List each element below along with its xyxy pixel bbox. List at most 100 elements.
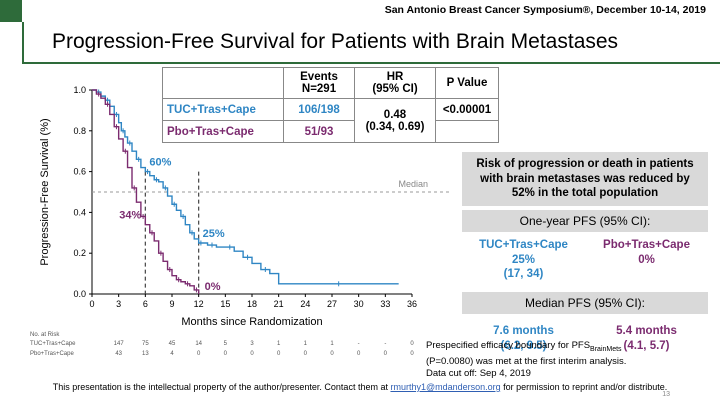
one-year-row: TUC+Tras+Cape 25% (17, 34) Pbo+Tras+Cape… [462,232,708,288]
at-risk-count: 4 [170,351,174,357]
at-risk-count: 1 [330,341,334,347]
at-risk-count: 1 [304,341,308,347]
y-tick-label: 0.8 [73,126,86,136]
table-header-row: Events N=291 HR (95% CI) P Value [162,67,499,99]
y-tick-label: 0.6 [73,167,86,177]
at-risk-count: 14 [195,341,202,347]
title-rule [22,62,720,64]
arm-label-placebo: Pbo+Tras+Cape [162,120,284,143]
median-ci: (4.1, 5.7) [623,340,670,352]
x-tick-label: 12 [194,299,204,309]
x-tick-label: 30 [354,299,364,309]
footer-text: This presentation is the intellectual pr… [52,382,391,392]
median-value: 5.4 months [616,325,677,338]
y-tick-label: 1.0 [73,85,86,95]
at-risk-count: - [384,341,386,347]
p-value-empty [435,120,499,143]
at-risk-count: 45 [169,341,176,347]
x-tick-label: 36 [407,299,417,309]
at-risk-count: 1 [277,341,281,347]
conference-name: San Antonio Breast Cancer Symposium®, De… [384,4,706,16]
hr-value: 0.48 [383,108,407,121]
x-tick-label: 24 [300,299,310,309]
pfs-annotation: 25% [203,228,225,240]
events-tucatinib: 106/198 [283,98,355,121]
pfs-annotation: 0% [205,281,221,293]
top-bar: San Antonio Breast Cancer Symposium®, De… [0,0,720,22]
x-axis-label: Months since Randomization [181,316,322,328]
table-row: Pbo+Tras+Cape 51/93 [162,120,499,143]
note-cutoff: Data cut off: Sep 4, 2019 [426,367,531,379]
at-risk-count: 147 [114,341,125,347]
x-tick-label: 33 [380,299,390,309]
at-risk-count: 3 [250,341,254,347]
footnote: Prespecified efficacy boundary for PFSBr… [426,340,626,380]
summary-headline: Risk of progression or death in patients… [462,152,708,206]
at-risk-count: 0 [250,351,254,357]
x-tick-label: 9 [169,299,174,309]
median-label: Median [398,179,428,189]
footer-text: for permission to reprint and/or distrib… [500,382,668,392]
summary-panel: Risk of progression or death in patients… [462,152,708,364]
table-row: TUC+Tras+Cape 106/198 0.48 (0.34, 0.69) <… [162,98,499,143]
at-risk-count: 0 [384,351,388,357]
median-label: Median PFS (95% CI): [462,292,708,314]
at-risk-count: 0 [410,341,414,347]
x-tick-label: 18 [247,299,257,309]
median-placebo: 5.4 months (4.1, 5.7) [585,314,708,364]
at-risk-count: 0 [224,351,228,357]
y-tick-label: 0.0 [73,289,86,299]
pfs-annotation: 34% [119,210,141,222]
events-placebo: 51/93 [283,120,355,143]
arm-name: Pbo+Tras+Cape [603,238,690,251]
pfs-ci: (17, 34) [503,268,544,281]
at-risk-count: 13 [142,351,149,357]
results-table: Events N=291 HR (95% CI) P Value TUC+Tras+… [162,67,499,143]
at-risk-count: 0 [410,351,414,357]
median-ci: (6.2, 9.5) [500,340,547,352]
note-subscript: BrainMets [590,345,622,353]
note-line: (P=0.0080) was met at the first interim … [426,355,627,367]
page-number: 13 [662,391,670,398]
x-tick-label: 3 [116,299,121,309]
brand-block [0,0,22,22]
pfs-annotation: 60% [149,157,171,169]
one-year-label: One-year PFS (95% CI): [462,210,708,232]
at-risk-label: No. at Risk [30,332,60,338]
x-tick-label: 0 [89,299,94,309]
pfs-value: 0% [638,253,655,266]
at-risk-count: 0 [304,351,308,357]
y-tick-label: 0.4 [73,207,86,217]
slide-title: Progression-Free Survival for Patients w… [52,30,619,53]
contact-email-link[interactable]: rmurthy1@mdanderson.org [390,382,501,392]
x-tick-label: 15 [220,299,230,309]
hr-ci: (0.34, 0.69) [365,120,425,133]
median-row: 7.6 months (6.2, 9.5) 5.4 months (4.1, 5… [462,314,708,364]
at-risk-count: 0 [197,351,201,357]
at-risk-arm: Pbo+Tras+Cape [30,351,74,357]
at-risk-count: 5 [224,341,228,347]
km-curve-tucatinib [92,89,399,285]
note-line: Prespecified efficacy boundary for PFS [426,340,591,351]
x-tick-label: 27 [327,299,337,309]
title-stripe [22,22,24,64]
at-risk-count: 0 [357,351,361,357]
footer-disclaimer: This presentation is the intellectual pr… [0,382,720,392]
x-tick-label: 21 [274,299,284,309]
hazard-ratio: 0.48 (0.34, 0.69) [354,98,436,143]
at-risk-count: 0 [330,351,334,357]
median-tucatinib: 7.6 months (6.2, 9.5) [462,314,585,364]
at-risk-count: 43 [115,351,122,357]
x-tick-label: 6 [143,299,148,309]
one-year-placebo: Pbo+Tras+Cape 0% . [585,232,708,288]
at-risk-count: - [358,341,360,347]
y-tick-label: 0.2 [73,248,86,258]
at-risk-count: 0 [277,351,281,357]
col-events-header: Events N=291 [283,67,355,99]
at-risk-count: 75 [142,341,149,347]
arm-name: TUC+Tras+Cape [479,238,568,251]
pfs-value: 25% [511,253,536,266]
km-curve-placebo [92,89,200,294]
median-value: 7.6 months [493,325,554,338]
